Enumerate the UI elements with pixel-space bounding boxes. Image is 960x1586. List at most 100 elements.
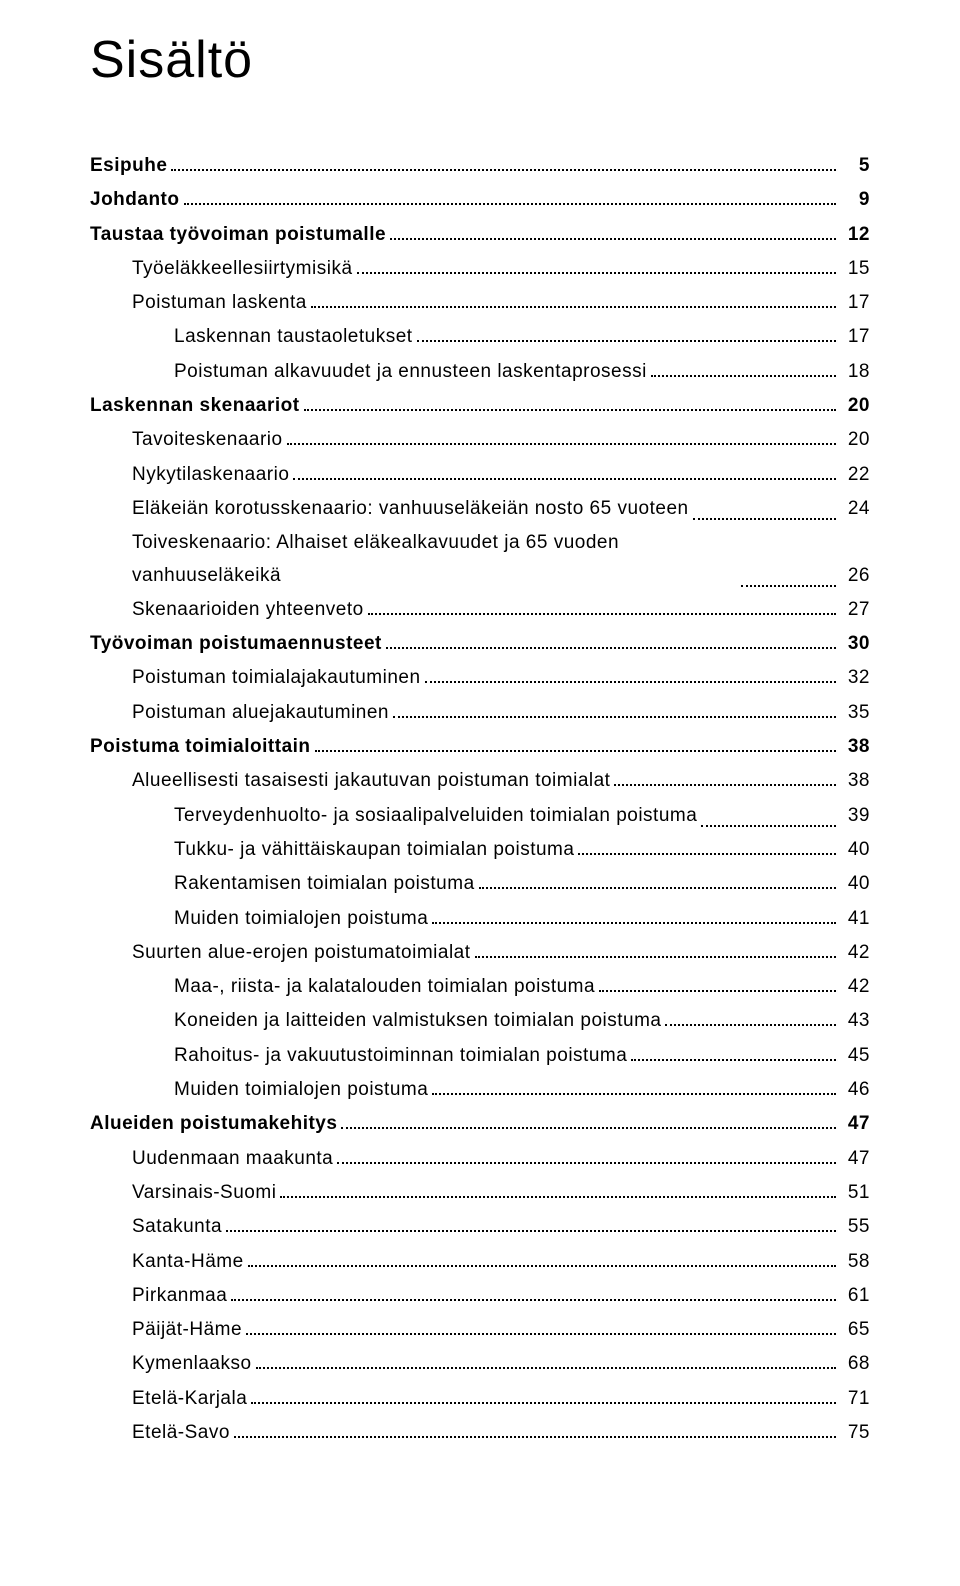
toc-entry-page: 35	[840, 697, 870, 729]
toc-leader-dots	[315, 750, 836, 752]
toc-row: Etelä-Karjala 71	[90, 1383, 870, 1415]
toc-entry-title: Muiden toimialojen poistuma	[174, 1074, 428, 1106]
toc-leader-dots	[184, 203, 837, 205]
toc-leader-dots	[304, 409, 836, 411]
toc-row: Alueiden poistumakehitys 47	[90, 1108, 870, 1140]
toc-row: Työvoiman poistumaennusteet30	[90, 628, 870, 660]
toc-leader-dots	[293, 478, 836, 480]
toc-leader-dots	[171, 169, 836, 171]
toc-row: Alueellisesti tasaisesti jakautuvan pois…	[90, 765, 870, 797]
toc-row: Satakunta 55	[90, 1211, 870, 1243]
toc-row: Poistuman aluejakautuminen 35	[90, 697, 870, 729]
toc-leader-dots	[226, 1230, 836, 1232]
toc-entry-title: Nykytilaskenaario	[132, 459, 289, 491]
toc-row: Varsinais-Suomi51	[90, 1177, 870, 1209]
toc-entry-title: Terveydenhuolto- ja sosiaalipalveluiden …	[174, 800, 697, 832]
toc-entry-title: Rakentamisen toimialan poistuma	[174, 868, 475, 900]
toc-entry-page: 47	[840, 1108, 870, 1140]
toc-leader-dots	[357, 272, 836, 274]
toc-entry-title: Satakunta	[132, 1211, 222, 1243]
toc-row: Työeläkkeellesiirtymisikä 15	[90, 253, 870, 285]
toc-entry-title: Poistuman aluejakautuminen	[132, 697, 389, 729]
toc-entry-title: Taustaa työvoiman poistumalle	[90, 219, 386, 251]
toc-entry-title: Muiden toimialojen poistuma	[174, 903, 428, 935]
toc-row: Terveydenhuolto- ja sosiaalipalveluiden …	[90, 800, 870, 832]
toc-entry-page: 51	[840, 1177, 870, 1209]
toc-row: Muiden toimialojen poistuma41	[90, 903, 870, 935]
toc-row: Tukku- ja vähittäiskaupan toimialan pois…	[90, 834, 870, 866]
toc-leader-dots	[741, 585, 836, 587]
toc-row: Muiden toimialojen poistuma 46	[90, 1074, 870, 1106]
toc-entry-page: 17	[840, 287, 870, 319]
toc-entry-title: Toiveskenaario: Alhaiset eläkealkavuudet…	[132, 527, 737, 592]
toc-entry-page: 22	[840, 459, 870, 491]
toc-entry-page: 26	[840, 560, 870, 592]
toc-entry-page: 5	[840, 150, 870, 182]
toc-leader-dots	[256, 1367, 836, 1369]
toc-entry-page: 32	[840, 662, 870, 694]
toc-entry-page: 75	[840, 1417, 870, 1449]
toc-leader-dots	[248, 1265, 836, 1267]
toc-row: Eläkeiän korotusskenaario: vanhuuseläkei…	[90, 493, 870, 525]
toc-row: Johdanto9	[90, 184, 870, 216]
toc-entry-title: Työvoiman poistumaennusteet	[90, 628, 382, 660]
toc-row: Taustaa työvoiman poistumalle12	[90, 219, 870, 251]
toc-entry-title: Tukku- ja vähittäiskaupan toimialan pois…	[174, 834, 574, 866]
toc-entry-title: Pirkanmaa	[132, 1280, 227, 1312]
toc-entry-title: Työeläkkeellesiirtymisikä	[132, 253, 353, 285]
toc-entry-page: 46	[840, 1074, 870, 1106]
toc-entry-page: 18	[840, 356, 870, 388]
toc-row: Tavoiteskenaario20	[90, 424, 870, 456]
toc-leader-dots	[701, 825, 836, 827]
toc-entry-title: Poistuman laskenta	[132, 287, 307, 319]
toc-entry-title: Päijät-Häme	[132, 1314, 242, 1346]
toc-leader-dots	[651, 375, 836, 377]
toc-entry-title: Laskennan taustaoletukset	[174, 321, 413, 353]
toc-entry-page: 38	[840, 731, 870, 763]
toc-row: Poistuman alkavuudet ja ennusteen lasken…	[90, 356, 870, 388]
toc-leader-dots	[246, 1333, 836, 1335]
toc-row: Kymenlaakso68	[90, 1348, 870, 1380]
toc-entry-title: Poistuman alkavuudet ja ennusteen lasken…	[174, 356, 647, 388]
toc-row: Suurten alue-erojen poistumatoimialat 42	[90, 937, 870, 969]
toc-entry-page: 71	[840, 1383, 870, 1415]
toc-leader-dots	[432, 922, 836, 924]
toc-entry-page: 55	[840, 1211, 870, 1243]
toc-row: Poistuman toimialajakautuminen32	[90, 662, 870, 694]
toc-row: Maa-, riista- ja kalatalouden toimialan …	[90, 971, 870, 1003]
toc-leader-dots	[390, 238, 836, 240]
toc-leader-dots	[665, 1024, 836, 1026]
toc-leader-dots	[251, 1402, 836, 1404]
toc-entry-title: Etelä-Karjala	[132, 1383, 247, 1415]
page-heading: Sisältö	[90, 30, 870, 90]
toc-entry-page: 42	[840, 937, 870, 969]
toc-leader-dots	[368, 613, 836, 615]
toc-leader-dots	[479, 887, 836, 889]
toc-row: Uudenmaan maakunta47	[90, 1143, 870, 1175]
toc-leader-dots	[337, 1162, 836, 1164]
toc-leader-dots	[432, 1093, 836, 1095]
toc-entry-title: Johdanto	[90, 184, 180, 216]
toc-entry-title: Alueiden poistumakehitys	[90, 1108, 337, 1140]
toc-leader-dots	[417, 340, 836, 342]
toc-entry-title: Uudenmaan maakunta	[132, 1143, 333, 1175]
toc-leader-dots	[614, 784, 836, 786]
toc-row: Esipuhe5	[90, 150, 870, 182]
toc-entry-page: 38	[840, 765, 870, 797]
toc-leader-dots	[631, 1059, 836, 1061]
toc-entry-page: 24	[840, 493, 870, 525]
toc-entry-page: 15	[840, 253, 870, 285]
toc-leader-dots	[341, 1127, 836, 1129]
toc-leader-dots	[425, 681, 836, 683]
toc-row: Nykytilaskenaario 22	[90, 459, 870, 491]
toc-entry-title: Rahoitus- ja vakuutustoiminnan toimialan…	[174, 1040, 627, 1072]
toc-leader-dots	[231, 1299, 836, 1301]
toc-row: Etelä-Savo75	[90, 1417, 870, 1449]
toc-leader-dots	[280, 1196, 836, 1198]
toc-leader-dots	[578, 853, 836, 855]
toc-entry-page: 17	[840, 321, 870, 353]
toc-entry-title: Kanta-Häme	[132, 1246, 244, 1278]
toc-entry-title: Alueellisesti tasaisesti jakautuvan pois…	[132, 765, 610, 797]
toc-leader-dots	[234, 1436, 836, 1438]
toc-entry-title: Suurten alue-erojen poistumatoimialat	[132, 937, 471, 969]
